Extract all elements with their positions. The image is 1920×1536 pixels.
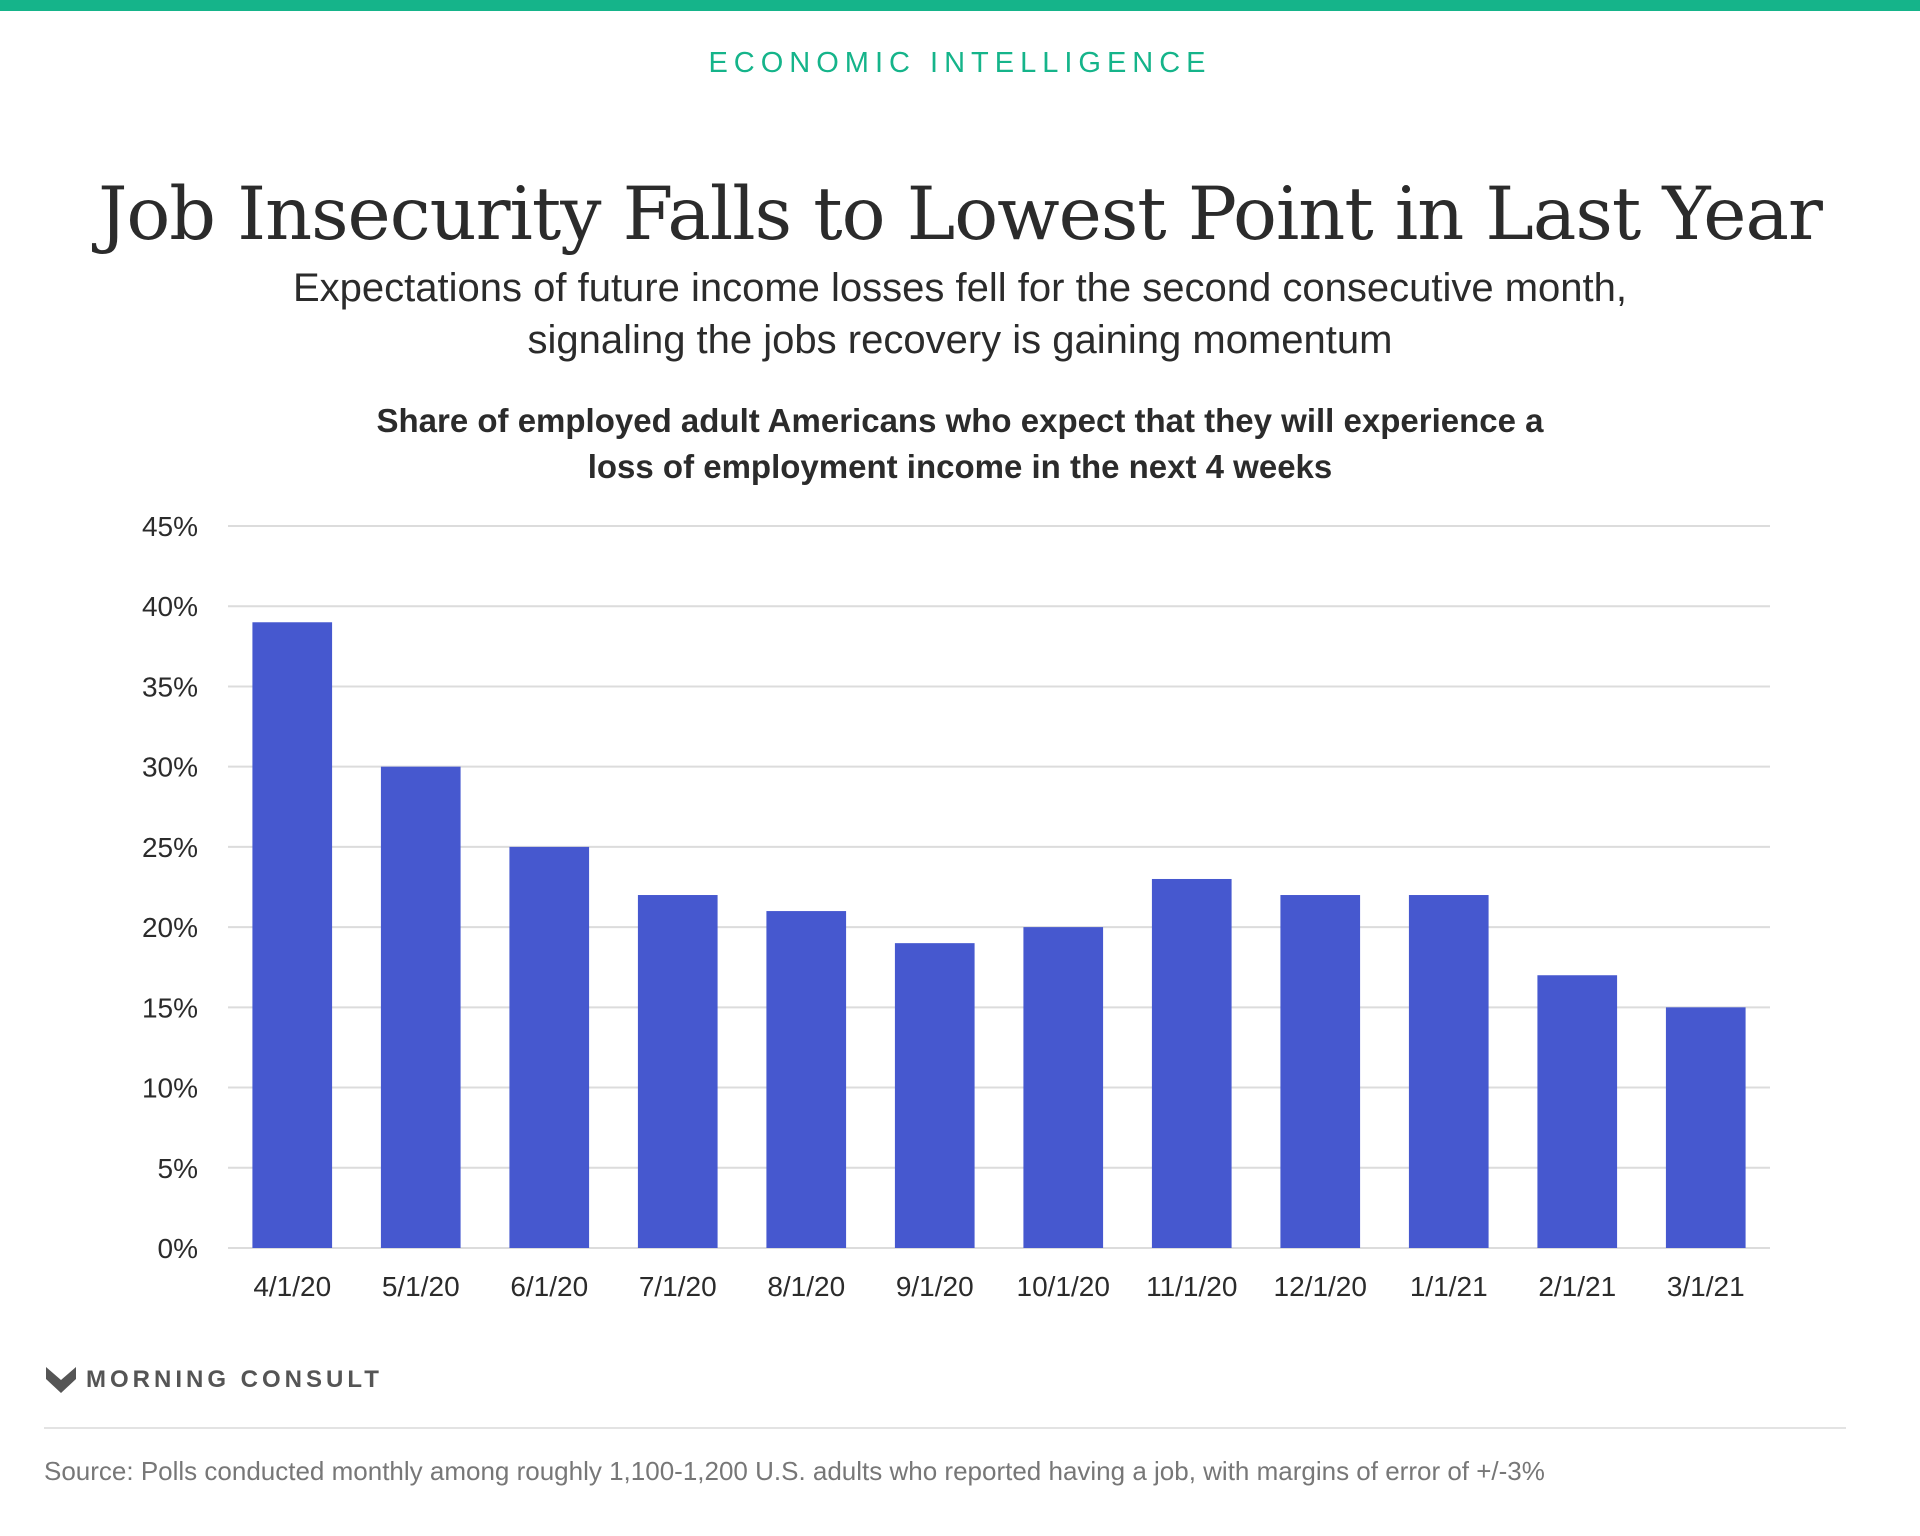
- y-axis-ticks: 0% 5% 10% 15% 20% 25% 30% 35% 40% 45%: [142, 511, 198, 1264]
- bar: [637, 895, 718, 1248]
- bars: [252, 622, 1746, 1248]
- x-axis-ticks: 4/1/20 5/1/20 6/1/20 7/1/20 8/1/20 9/1/20 10/1…: [253, 1271, 1744, 1302]
- x-tick-label: 6/1/20: [510, 1271, 588, 1302]
- x-tick-label: 4/1/20: [253, 1271, 331, 1302]
- bar: [1151, 878, 1232, 1248]
- page-subtitle: Expectations of future income losses fel…: [292, 266, 1628, 362]
- y-tick-label: 35%: [142, 671, 198, 702]
- y-tick-label: 30%: [142, 752, 198, 783]
- x-tick-label: 12/1/20: [1274, 1271, 1367, 1302]
- bar: [1280, 895, 1361, 1248]
- y-tick-label: 10%: [142, 1073, 198, 1104]
- x-tick-label: 1/1/21: [1410, 1271, 1488, 1302]
- bar: [766, 911, 847, 1248]
- bar: [509, 846, 590, 1248]
- bar: [1537, 975, 1618, 1248]
- x-tick-label: 8/1/20: [767, 1271, 845, 1302]
- y-tick-label: 5%: [158, 1153, 198, 1184]
- x-tick-label: 9/1/20: [896, 1271, 974, 1302]
- y-tick-label: 15%: [142, 992, 198, 1023]
- x-tick-label: 2/1/21: [1538, 1271, 1616, 1302]
- x-tick-label: 11/1/20: [1146, 1271, 1237, 1302]
- bar: [1665, 1007, 1746, 1248]
- y-tick-label: 40%: [142, 591, 198, 622]
- brand-logo: MORNING CONSULT: [46, 1364, 383, 1396]
- footer-divider: [44, 1427, 1846, 1429]
- top-accent-bar: [0, 0, 1920, 11]
- y-tick-label: 20%: [142, 912, 198, 943]
- y-tick-label: 45%: [142, 511, 198, 542]
- x-tick-label: 5/1/20: [382, 1271, 460, 1302]
- x-tick-label: 10/1/20: [1017, 1271, 1110, 1302]
- page-title: Job Insecurity Falls to Lowest Point in …: [98, 172, 1823, 257]
- bar: [252, 622, 333, 1248]
- bar: [380, 766, 461, 1248]
- x-tick-label: 3/1/21: [1667, 1271, 1745, 1302]
- section-kicker: ECONOMIC INTELLIGENCE: [708, 47, 1212, 79]
- grid-lines: [228, 525, 1770, 1249]
- chart-title: Share of employed adult Americans who ex…: [376, 402, 1544, 485]
- y-tick-label: 0%: [158, 1233, 198, 1264]
- brand-name: MORNING CONSULT: [86, 1366, 383, 1393]
- morning-consult-logo-icon: [46, 1367, 76, 1393]
- source-note: Source: Polls conducted monthly among ro…: [44, 1456, 1545, 1486]
- bar: [894, 943, 975, 1248]
- x-tick-label: 7/1/20: [639, 1271, 717, 1302]
- y-tick-label: 25%: [142, 832, 198, 863]
- bar: [1408, 895, 1489, 1248]
- bar: [1023, 927, 1104, 1248]
